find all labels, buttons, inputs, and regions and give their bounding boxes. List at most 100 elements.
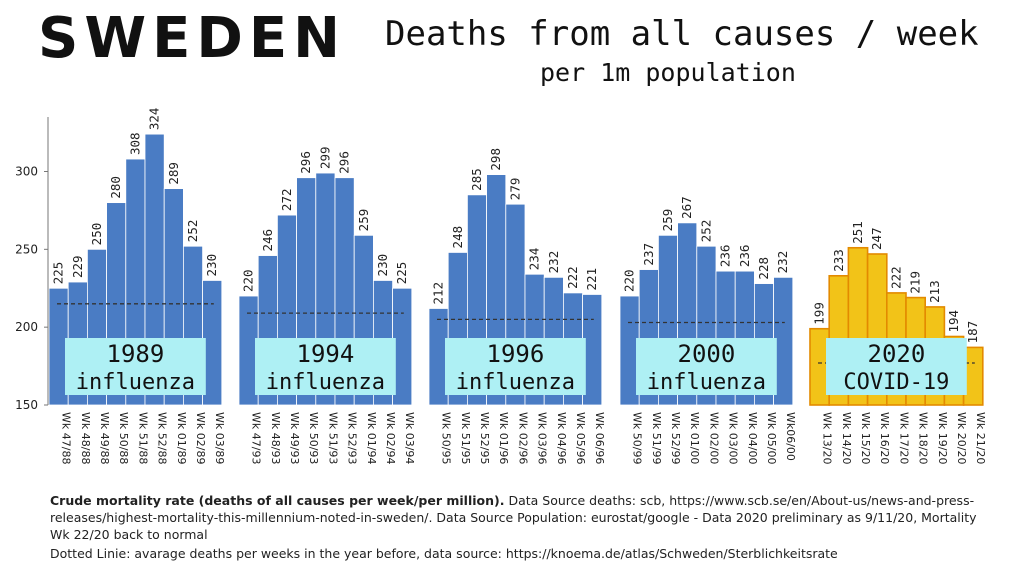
category-tick-label: Wk 14/20 bbox=[840, 412, 853, 464]
bar-value-label: 194 bbox=[946, 310, 961, 333]
category-tick-label: Wk 49/93 bbox=[288, 412, 301, 464]
bar-value-label: 220 bbox=[241, 269, 256, 292]
category-tick-label: Wk 02/94 bbox=[384, 412, 397, 464]
bar-value-label: 199 bbox=[812, 302, 827, 325]
category-tick-label: Wk 03/89 bbox=[213, 412, 226, 464]
y-tick-label: 200 bbox=[15, 320, 38, 334]
mortality-bar-chart: 150 200 250 300 225 Wk 47/88 229 Wk 48/88 250 Wk … bbox=[15, 108, 987, 465]
bar-value-label: 251 bbox=[850, 221, 865, 244]
bar-value-label: 212 bbox=[431, 282, 446, 305]
caption-dotted-line: Dotted Linie: avarage deaths per weeks i… bbox=[50, 546, 838, 561]
category-tick-label: Wk 52/99 bbox=[669, 412, 682, 464]
bar-value-label: 299 bbox=[317, 146, 332, 169]
category-tick-label: Wk 01/96 bbox=[497, 412, 510, 464]
category-tick-label: Wk 05/96 bbox=[574, 412, 587, 464]
group-label-year: 1989 bbox=[107, 340, 165, 368]
category-tick-label: Wk 02/89 bbox=[194, 412, 207, 464]
category-tick-label: Wk 18/20 bbox=[917, 412, 930, 464]
category-tick-label: Wk 50/95 bbox=[440, 412, 453, 464]
bar-value-label: 248 bbox=[450, 226, 465, 249]
bar-value-label: 221 bbox=[584, 268, 599, 291]
y-tick-label: 250 bbox=[15, 242, 38, 256]
bar-value-label: 230 bbox=[375, 254, 390, 277]
group-label-cause: influenza bbox=[76, 370, 195, 395]
category-tick-label: Wk 01/00 bbox=[688, 412, 701, 464]
category-tick-label: Wk 49/88 bbox=[98, 412, 111, 464]
bar-value-label: 247 bbox=[869, 227, 884, 250]
bar-value-label: 228 bbox=[756, 257, 771, 280]
bar-value-label: 232 bbox=[546, 251, 561, 274]
bar-value-label: 233 bbox=[831, 249, 846, 272]
category-tick-label: Wk 03/94 bbox=[403, 412, 416, 464]
group-label-box bbox=[445, 338, 586, 395]
group-label-cause: influenza bbox=[647, 370, 766, 395]
category-tick-label: Wk 05/00 bbox=[765, 412, 778, 464]
category-tick-label: Wk 48/93 bbox=[269, 412, 282, 464]
bar-value-label: 279 bbox=[507, 178, 522, 201]
group-label-box bbox=[255, 338, 396, 395]
category-tick-label: Wk 19/20 bbox=[936, 412, 949, 464]
bar-value-label: 250 bbox=[89, 223, 104, 246]
group-label-cause: influenza bbox=[266, 370, 385, 395]
category-tick-label: Wk 06/96 bbox=[593, 412, 606, 464]
bar-value-label: 259 bbox=[660, 209, 675, 232]
group-label-year: 1996 bbox=[487, 340, 545, 368]
category-tick-label: Wk 02/00 bbox=[707, 412, 720, 464]
bar-value-label: 234 bbox=[527, 248, 542, 271]
bar-value-label: 308 bbox=[127, 132, 142, 155]
category-tick-label: Wk06/00 bbox=[784, 412, 797, 461]
bar-value-label: 259 bbox=[356, 209, 371, 232]
category-tick-label: Wk 15/20 bbox=[859, 412, 872, 464]
category-tick-label: Wk 01/89 bbox=[175, 412, 188, 464]
category-tick-label: Wk 52/93 bbox=[346, 412, 359, 464]
country-title: SWEDEN bbox=[38, 6, 346, 71]
group-label-cause: influenza bbox=[456, 370, 575, 395]
bar-value-label: 222 bbox=[888, 266, 903, 289]
bar-value-label: 229 bbox=[70, 255, 85, 278]
bar-value-label: 187 bbox=[965, 321, 980, 344]
category-tick-label: Wk 20/20 bbox=[955, 412, 968, 464]
bar-value-label: 298 bbox=[488, 148, 503, 171]
category-tick-label: Wk 47/88 bbox=[60, 412, 73, 464]
bar-value-label: 296 bbox=[337, 151, 352, 174]
bar-value-label: 232 bbox=[775, 251, 790, 274]
bar-value-label: 272 bbox=[279, 188, 294, 211]
group-label-year: 1994 bbox=[297, 340, 355, 368]
bar-value-label: 236 bbox=[718, 245, 733, 268]
y-tick-label: 300 bbox=[15, 164, 38, 178]
bar-value-label: 267 bbox=[679, 196, 694, 219]
category-tick-label: Wk 50/88 bbox=[117, 412, 130, 464]
bar-value-label: 222 bbox=[565, 266, 580, 289]
bar-value-label: 324 bbox=[147, 108, 162, 131]
category-tick-label: Wk 16/20 bbox=[878, 412, 891, 464]
group-label-year: 2000 bbox=[678, 340, 736, 368]
group-label-box bbox=[636, 338, 777, 395]
category-tick-label: Wk 04/00 bbox=[746, 412, 759, 464]
bar-value-label: 225 bbox=[394, 262, 409, 285]
category-tick-label: Wk 51/93 bbox=[326, 412, 339, 464]
category-tick-label: Wk 51/88 bbox=[136, 412, 149, 464]
bar-value-label: 220 bbox=[622, 269, 637, 292]
bar-value-label: 289 bbox=[166, 162, 181, 185]
chart-title: Deaths from all causes / week bbox=[385, 14, 979, 54]
caption-bold: Crude mortality rate (deaths of all caus… bbox=[50, 493, 505, 508]
bar-value-label: 246 bbox=[260, 229, 275, 252]
category-tick-label: Wk 03/00 bbox=[727, 412, 740, 464]
group-label-box bbox=[65, 338, 206, 395]
category-tick-label: Wk 13/20 bbox=[821, 412, 834, 464]
bar-value-label: 236 bbox=[737, 245, 752, 268]
bar-value-label: 219 bbox=[908, 271, 923, 294]
bar-value-label: 296 bbox=[298, 151, 313, 174]
category-tick-label: Wk 52/95 bbox=[478, 412, 491, 464]
group-label-cause: COVID-19 bbox=[843, 370, 949, 395]
bar-value-label: 252 bbox=[698, 220, 713, 243]
category-tick-label: Wk 52/88 bbox=[156, 412, 169, 464]
bar-value-label: 230 bbox=[204, 254, 219, 277]
chart-subtitle: per 1m population bbox=[540, 58, 796, 87]
group-label-year: 2020 bbox=[868, 340, 926, 368]
group-label-box bbox=[826, 338, 967, 395]
category-tick-label: Wk 17/20 bbox=[897, 412, 910, 464]
category-tick-label: Wk 21/20 bbox=[974, 412, 987, 464]
category-tick-label: Wk 03/96 bbox=[536, 412, 549, 464]
bar-value-label: 213 bbox=[927, 280, 942, 303]
